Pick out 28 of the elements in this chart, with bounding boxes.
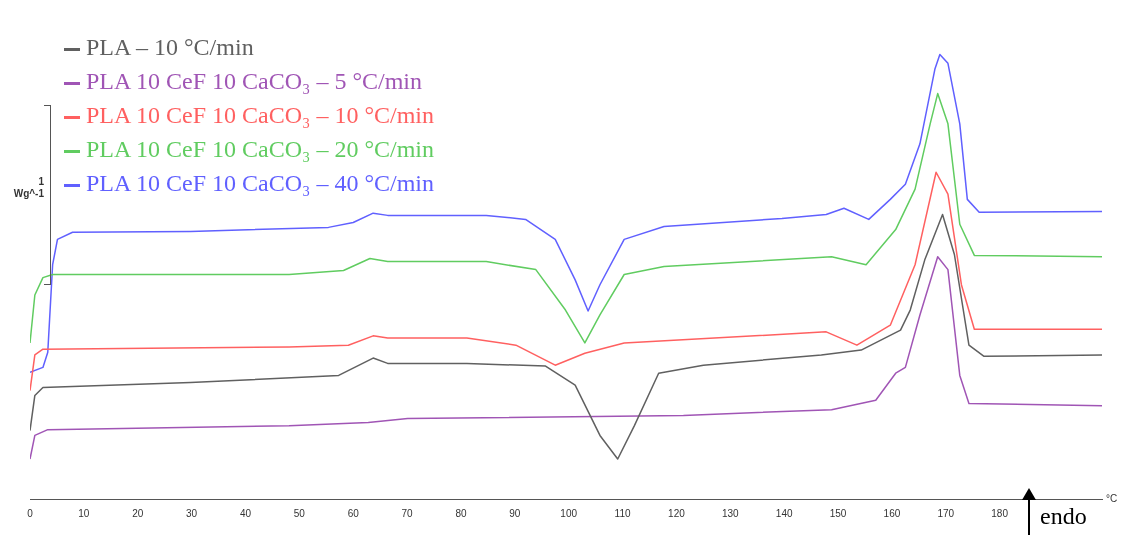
x-tick-label: 0 bbox=[27, 507, 34, 519]
x-tick-label: 150 bbox=[829, 507, 847, 519]
x-tick-label: 130 bbox=[721, 507, 740, 519]
x-tick-label: 60 bbox=[347, 507, 360, 519]
legend-label: PLA 10 CeF 10 CaCO₃ – 20 °C/min bbox=[86, 136, 434, 162]
x-tick-label: 50 bbox=[293, 507, 306, 519]
legend-label: PLA 10 CeF 10 CaCO₃ – 40 °C/min bbox=[86, 170, 434, 196]
text: endo bbox=[1040, 503, 1087, 530]
x-tick-label: 160 bbox=[883, 507, 901, 519]
x-axis-title: °C bbox=[1106, 492, 1118, 504]
x-tick-label: 110 bbox=[614, 507, 631, 519]
annotation: 1 bbox=[38, 176, 44, 187]
x-tick-label: 70 bbox=[401, 507, 414, 519]
x-tick-label: 120 bbox=[668, 507, 686, 519]
x-tick-label: 20 bbox=[132, 507, 144, 519]
legend-label: PLA 10 CeF 10 CaCO₃ – 5 °C/min bbox=[86, 68, 422, 94]
x-tick-label: 100 bbox=[560, 507, 578, 519]
x-tick-label: 80 bbox=[455, 507, 467, 519]
x-tick-label: 10 bbox=[78, 507, 90, 519]
legend-label: PLA – 10 °C/min bbox=[86, 34, 254, 60]
legend-label: PLA 10 CeF 10 CaCO₃ – 10 °C/min bbox=[86, 102, 434, 128]
x-tick-label: 90 bbox=[509, 507, 521, 519]
x-tick-label: 140 bbox=[775, 507, 793, 519]
annotation: Wg^-1 bbox=[13, 188, 44, 199]
x-tick-label: 30 bbox=[186, 507, 198, 519]
x-tick-label: 40 bbox=[239, 507, 252, 519]
x-tick-label: 170 bbox=[937, 507, 955, 519]
x-tick-label: 180 bbox=[991, 507, 1009, 519]
